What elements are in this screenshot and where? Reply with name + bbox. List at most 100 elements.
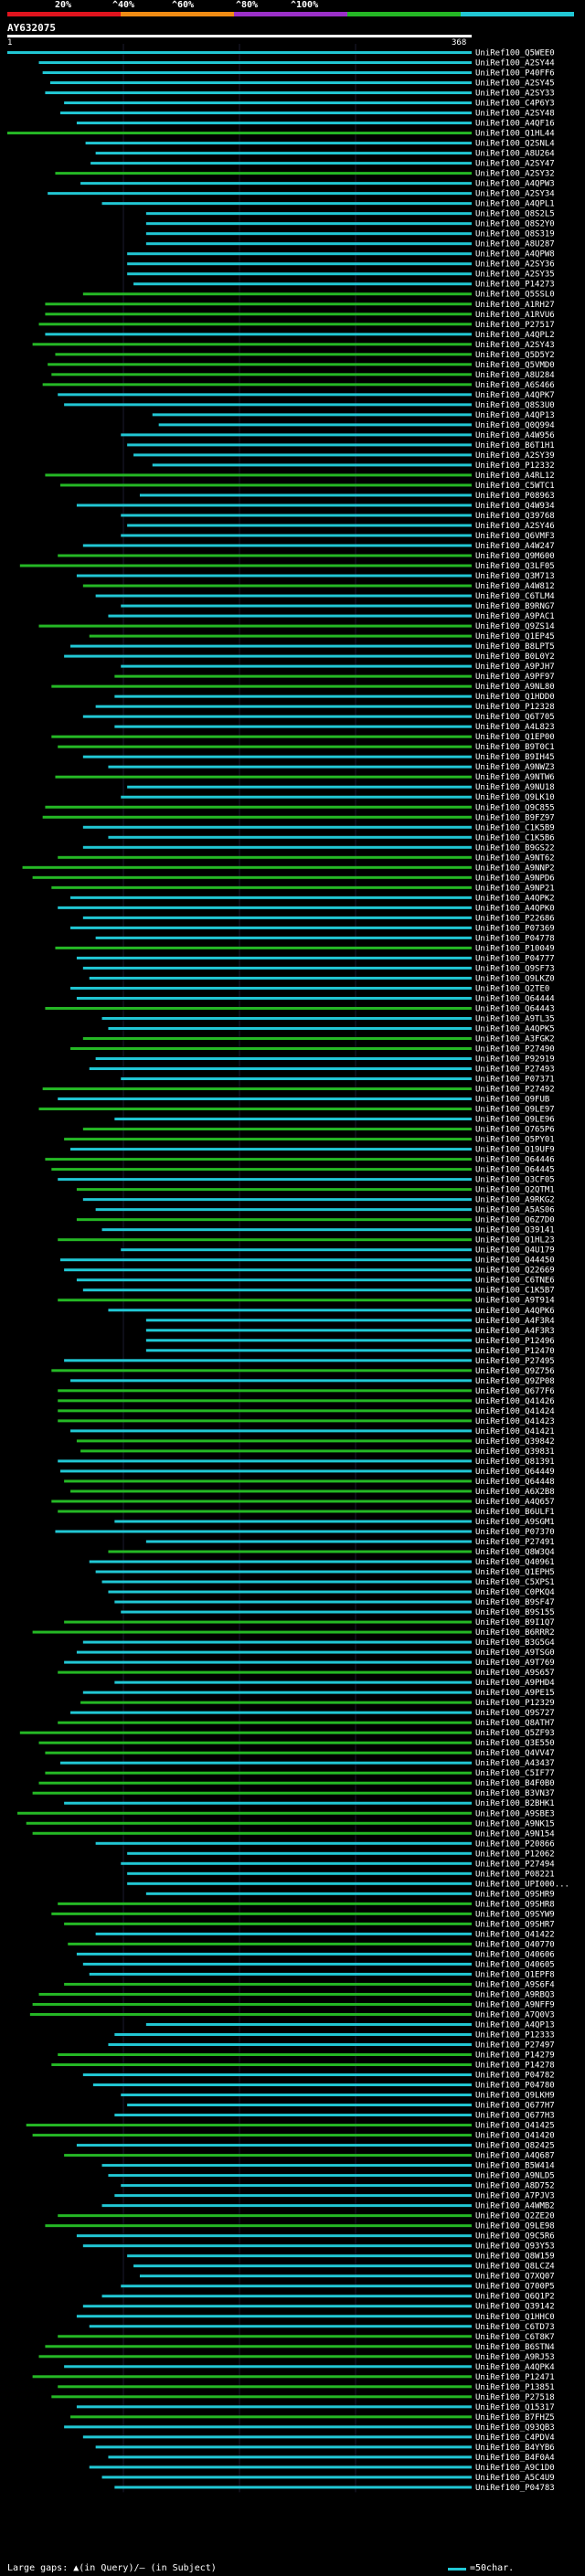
hit-bar[interactable] xyxy=(76,956,472,959)
hit-bar[interactable] xyxy=(133,2264,473,2268)
hit-label[interactable]: UniRef100_B7FHZ5 xyxy=(475,2413,555,2422)
hit-bar[interactable] xyxy=(58,1238,472,1242)
hit-bar[interactable] xyxy=(82,1036,473,1040)
hit-label[interactable]: UniRef100_Q5SSL0 xyxy=(475,291,555,300)
hit-bar[interactable] xyxy=(38,61,473,65)
hit-label[interactable]: UniRef100_B2BHK1 xyxy=(475,1799,555,1808)
hit-label[interactable]: UniRef100_P12329 xyxy=(475,1699,555,1708)
hit-bar[interactable] xyxy=(64,1801,472,1805)
hit-bar[interactable] xyxy=(114,1680,472,1684)
hit-label[interactable]: UniRef100_A6X2B8 xyxy=(475,1488,555,1497)
hit-label[interactable]: UniRef100_A7PJV3 xyxy=(475,2192,555,2201)
hit-bar[interactable] xyxy=(114,725,472,728)
hit-bar[interactable] xyxy=(82,292,473,296)
hit-bar[interactable] xyxy=(45,302,472,306)
hit-label[interactable]: UniRef100_Q6VMF3 xyxy=(475,532,555,541)
hit-bar[interactable] xyxy=(45,313,472,316)
hit-label[interactable]: UniRef100_A4QPK7 xyxy=(475,391,555,400)
hit-label[interactable]: UniRef100_Q1EP00 xyxy=(475,733,555,742)
hit-label[interactable]: UniRef100_A4W247 xyxy=(475,542,555,551)
hit-bar[interactable] xyxy=(127,1851,473,1855)
hit-label[interactable]: UniRef100_A2SY35 xyxy=(475,270,555,280)
hit-label[interactable]: UniRef100_Q64445 xyxy=(475,1166,555,1175)
hit-bar[interactable] xyxy=(45,473,472,477)
hit-label[interactable]: UniRef100_A4WMB2 xyxy=(475,2202,555,2211)
hit-label[interactable]: UniRef100_Q5VMD0 xyxy=(475,361,555,370)
hit-label[interactable]: UniRef100_B5W414 xyxy=(475,2162,555,2171)
hit-label[interactable]: UniRef100_Q41420 xyxy=(475,2132,555,2141)
hit-label[interactable]: UniRef100_A4Q687 xyxy=(475,2152,555,2161)
hit-label[interactable]: UniRef100_A9RBQ3 xyxy=(475,1990,555,1999)
hit-label[interactable]: UniRef100_A9NWZ3 xyxy=(475,763,555,772)
hit-label[interactable]: UniRef100_A2SY39 xyxy=(475,451,555,461)
hit-bar[interactable] xyxy=(38,323,473,326)
hit-label[interactable]: UniRef100_Q81391 xyxy=(475,1458,555,1467)
hit-label[interactable]: UniRef100_Q9ZS14 xyxy=(475,622,555,631)
hit-bar[interactable] xyxy=(51,684,472,688)
hit-bar[interactable] xyxy=(82,916,473,919)
hit-bar[interactable] xyxy=(58,2385,472,2389)
hit-label[interactable]: UniRef100_A9T914 xyxy=(475,1297,555,1306)
hit-label[interactable]: UniRef100_P12333 xyxy=(475,2030,555,2040)
hit-bar[interactable] xyxy=(89,1972,472,1976)
hit-label[interactable]: UniRef100_B4F0B0 xyxy=(475,1779,555,1788)
hit-label[interactable]: UniRef100_Q8S319 xyxy=(475,230,555,239)
hit-bar[interactable] xyxy=(55,946,473,949)
hit-label[interactable]: UniRef100_B6T1H1 xyxy=(475,441,555,451)
hit-label[interactable]: UniRef100_Q93QB3 xyxy=(475,2423,555,2433)
hit-bar[interactable] xyxy=(82,1288,473,1292)
hit-bar[interactable] xyxy=(139,493,472,497)
hit-label[interactable]: UniRef100_A9N154 xyxy=(475,1829,555,1839)
hit-bar[interactable] xyxy=(82,1962,473,1966)
hit-bar[interactable] xyxy=(59,1761,472,1765)
hit-bar[interactable] xyxy=(58,1299,472,1302)
hit-bar[interactable] xyxy=(108,2455,472,2459)
hit-label[interactable]: UniRef100_A9NNP2 xyxy=(475,864,555,873)
hit-bar[interactable] xyxy=(139,2274,472,2278)
hit-bar[interactable] xyxy=(82,966,473,970)
hit-label[interactable]: UniRef100_C6T8K7 xyxy=(475,2333,555,2342)
hit-label[interactable]: UniRef100_P04782 xyxy=(475,2072,555,2081)
hit-bar[interactable] xyxy=(145,1329,472,1332)
hit-bar[interactable] xyxy=(145,1349,472,1352)
hit-bar[interactable] xyxy=(114,2194,472,2198)
hit-bar[interactable] xyxy=(45,1751,472,1754)
hit-bar[interactable] xyxy=(121,534,472,537)
hit-bar[interactable] xyxy=(58,1902,472,1905)
hit-bar[interactable] xyxy=(85,142,472,145)
hit-bar[interactable] xyxy=(48,363,472,366)
hit-label[interactable]: UniRef100_A4QF16 xyxy=(475,120,555,129)
hit-bar[interactable] xyxy=(58,554,472,557)
hit-bar[interactable] xyxy=(114,2032,472,2036)
hit-label[interactable]: UniRef100_B3G5G4 xyxy=(475,1638,555,1648)
hit-bar[interactable] xyxy=(42,71,473,75)
hit-label[interactable]: UniRef100_A9NP21 xyxy=(475,884,555,893)
hit-label[interactable]: UniRef100_P07371 xyxy=(475,1076,555,1085)
hit-label[interactable]: UniRef100_Q2SNL4 xyxy=(475,140,555,149)
hit-bar[interactable] xyxy=(114,1118,472,1121)
hit-bar[interactable] xyxy=(64,1620,472,1624)
hit-bar[interactable] xyxy=(95,594,472,598)
hit-bar[interactable] xyxy=(32,1630,472,1634)
hit-label[interactable]: UniRef100_A9NU18 xyxy=(475,783,555,792)
hit-bar[interactable] xyxy=(59,1258,472,1262)
hit-bar[interactable] xyxy=(82,1691,473,1694)
hit-label[interactable]: UniRef100_Q41425 xyxy=(475,2122,555,2131)
hit-label[interactable]: UniRef100_Q9C5R6 xyxy=(475,2232,555,2242)
hit-label[interactable]: UniRef100_B4YYB6 xyxy=(475,2443,555,2453)
hit-label[interactable]: UniRef100_A4QPL1 xyxy=(475,200,555,209)
hit-bar[interactable] xyxy=(51,2395,472,2399)
hit-label[interactable]: UniRef100_A9RJ53 xyxy=(475,2353,555,2362)
hit-label[interactable]: UniRef100_P14279 xyxy=(475,2051,555,2060)
hit-label[interactable]: UniRef100_Q1EPH5 xyxy=(475,1568,555,1577)
hit-bar[interactable] xyxy=(108,765,472,769)
hit-bar[interactable] xyxy=(64,2365,472,2369)
hit-label[interactable]: UniRef100_P12470 xyxy=(475,1347,555,1356)
hit-label[interactable]: UniRef100_A4L823 xyxy=(475,723,555,732)
hit-label[interactable]: UniRef100_P12332 xyxy=(475,461,555,471)
hit-bar[interactable] xyxy=(95,936,472,939)
hit-bar[interactable] xyxy=(145,1339,472,1342)
hit-bar[interactable] xyxy=(58,1399,472,1403)
hit-bar[interactable] xyxy=(101,1580,473,1584)
hit-label[interactable]: UniRef100_A2SY43 xyxy=(475,341,555,350)
